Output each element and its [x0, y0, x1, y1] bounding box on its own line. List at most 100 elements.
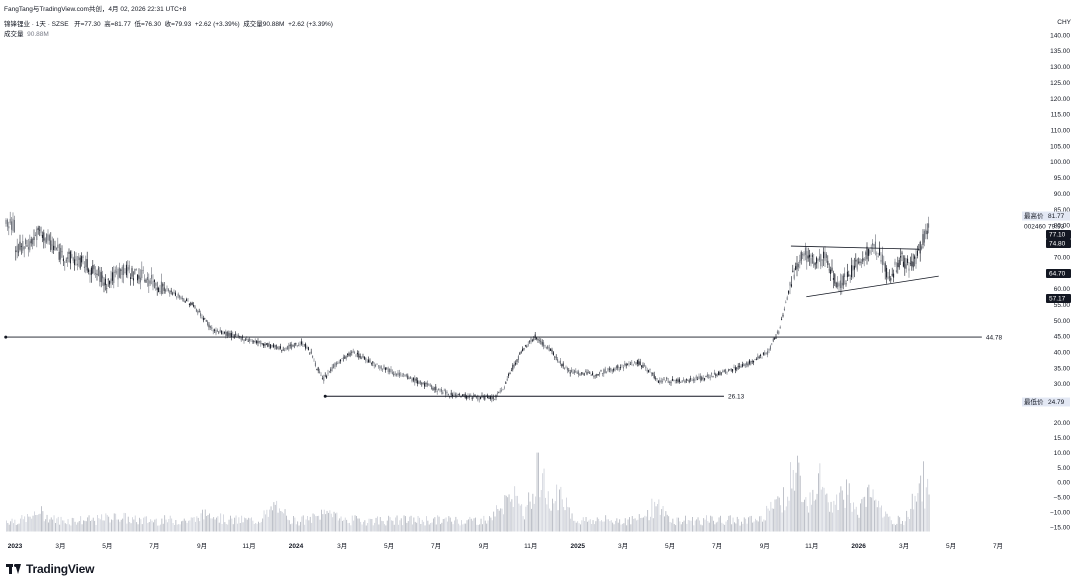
candle-body — [356, 352, 358, 355]
volume-bar — [290, 524, 292, 532]
volume-bar — [480, 518, 482, 532]
candle-body — [123, 264, 125, 275]
time-axis: 2023 3月 5月 7月 9月 11月 2024 3月 5月 7月 9月 11月 2025 3月 5月 7月… — [8, 542, 1003, 550]
volume-bar — [321, 509, 322, 532]
candle-body — [807, 255, 809, 259]
candle-body — [589, 372, 591, 374]
volume-bar — [777, 496, 779, 532]
volume-bar — [182, 520, 184, 532]
candle-body — [590, 374, 592, 376]
candle-body — [128, 265, 130, 270]
volume-bar — [916, 501, 917, 532]
candle-body — [433, 387, 435, 390]
volume-bar — [476, 524, 478, 532]
volume-bar — [665, 511, 667, 532]
volume-bar — [902, 521, 903, 532]
time-axis-tick: 7月 — [993, 542, 1003, 550]
volume-bar — [228, 519, 230, 532]
candle-body — [323, 377, 325, 382]
low-price-highlight — [1022, 397, 1070, 407]
candle-body — [155, 282, 157, 286]
volume-bar — [703, 518, 705, 532]
candle-body — [86, 259, 88, 271]
volume-bar — [38, 514, 40, 532]
volume-bar — [781, 512, 783, 532]
volume-bar — [410, 515, 412, 532]
candle-body — [275, 345, 277, 349]
volume-bar — [433, 518, 434, 532]
volume-bar — [766, 505, 768, 532]
candle-body — [523, 348, 525, 350]
volume-bar — [164, 515, 166, 532]
candle-body — [611, 369, 613, 372]
volume-bar — [438, 516, 440, 532]
candle-body — [190, 302, 192, 305]
volume-bar — [358, 518, 360, 532]
volume-bar — [378, 524, 380, 532]
volume-bar — [363, 521, 364, 532]
candle-body — [869, 250, 871, 254]
candle-body — [562, 363, 564, 367]
candle-body — [32, 239, 34, 245]
candle-body — [186, 299, 188, 302]
volume-bar — [479, 524, 481, 532]
volume-bar — [407, 521, 409, 532]
candle-body — [6, 219, 8, 227]
candle-body — [488, 397, 490, 399]
volume-bar — [760, 515, 762, 532]
candle-body — [797, 264, 799, 268]
candle-body — [501, 390, 503, 391]
volume-bar — [396, 515, 398, 532]
candle-body — [691, 380, 693, 381]
candle-body — [771, 343, 773, 345]
volume-bar — [45, 519, 47, 532]
candle-body — [925, 229, 927, 235]
candle-body — [748, 360, 750, 364]
candle-body — [228, 332, 230, 336]
volume-bar — [120, 519, 122, 532]
volume-bar — [371, 519, 373, 532]
candle-body — [860, 262, 862, 264]
volume-bar — [73, 518, 75, 532]
volume-bar — [239, 523, 241, 532]
candle-body — [642, 364, 644, 368]
volume-bar — [909, 519, 910, 532]
volume-bar — [297, 521, 299, 532]
candle-body — [561, 364, 563, 366]
volume-bar — [911, 493, 913, 532]
candle-body — [72, 257, 74, 261]
candle-body — [110, 278, 112, 284]
volume-bar — [368, 518, 370, 532]
volume-bar — [556, 484, 558, 532]
volume-bar — [797, 455, 798, 532]
volume-bar — [542, 473, 544, 532]
volume-bar — [742, 523, 744, 532]
volume-bar — [578, 523, 580, 532]
candle-body — [782, 314, 784, 317]
volume-bar — [342, 520, 343, 532]
volume-bar — [210, 518, 212, 532]
volume-bar — [113, 513, 115, 532]
volume-bar — [330, 513, 332, 532]
candle-body — [99, 270, 101, 282]
candle-body — [85, 258, 87, 268]
currency-label[interactable]: CHY — [1057, 19, 1071, 26]
volume-bar — [532, 493, 534, 532]
volume-bar — [885, 511, 887, 532]
candle-body — [214, 329, 216, 331]
volume-bar — [454, 520, 455, 532]
volume-bar — [651, 498, 653, 532]
volume-bar — [924, 508, 926, 532]
candle-body — [435, 386, 437, 391]
candle-body — [536, 337, 538, 339]
candle-body — [15, 250, 17, 252]
candle-body — [260, 341, 262, 345]
volume-bar — [612, 522, 614, 532]
candle-body — [845, 283, 847, 285]
symbol-code: 002460 — [1024, 224, 1046, 231]
candle-body — [316, 369, 318, 370]
candle-body — [740, 366, 742, 368]
volume-bar — [512, 507, 514, 532]
volume-bar — [743, 517, 745, 532]
